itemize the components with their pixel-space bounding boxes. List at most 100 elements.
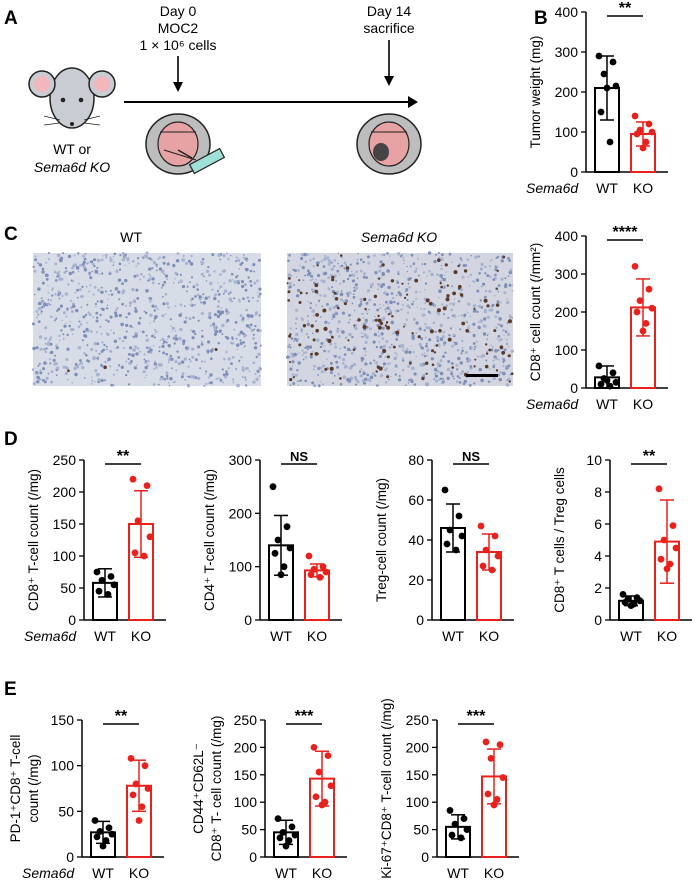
nucleus-dot: [171, 330, 173, 332]
nucleus-dot: [44, 326, 48, 330]
nucleus-dot: [465, 264, 468, 267]
nucleus-dot: [497, 335, 501, 338]
nucleus-dot: [396, 353, 398, 356]
nucleus-dot: [166, 278, 169, 281]
y-tick-label: 100: [229, 559, 253, 575]
data-point: [595, 52, 603, 60]
nucleus-dot: [478, 272, 481, 275]
y-axis-label: CD44⁺CD62L⁻: [191, 743, 206, 834]
data-point: [132, 780, 140, 788]
nucleus-dot: [424, 282, 428, 285]
nucleus-dot: [190, 299, 193, 302]
nucleus-dot: [456, 380, 459, 384]
nucleus-dot: [93, 285, 97, 289]
nucleus-dot: [58, 274, 61, 278]
nucleus-dot: [398, 375, 401, 377]
nucleus-dot: [253, 328, 256, 331]
x-category-label: WT: [94, 628, 116, 644]
cd8-stain-dot: [293, 376, 295, 379]
nucleus-dot: [105, 256, 108, 259]
nucleus-dot: [479, 319, 484, 323]
nucleus-dot: [164, 274, 169, 278]
nucleus-dot: [90, 382, 93, 385]
nucleus-dot: [290, 337, 294, 340]
nucleus-dot: [295, 332, 299, 337]
nucleus-dot: [415, 355, 418, 358]
nucleus-dot: [441, 303, 444, 306]
nucleus-dot: [226, 252, 228, 255]
nucleus-dot: [91, 376, 93, 378]
nucleus-dot: [290, 274, 293, 277]
nucleus-dot: [409, 277, 412, 280]
ihc-image-wt: [33, 253, 261, 386]
cd8-stain-dot: [382, 349, 387, 353]
nucleus-dot: [174, 271, 178, 275]
nucleus-dot: [190, 375, 194, 379]
nucleus-dot: [77, 325, 81, 329]
nucleus-dot: [361, 312, 364, 315]
nucleus-dot: [205, 269, 210, 273]
nucleus-dot: [498, 339, 501, 342]
nucleus-dot: [174, 360, 178, 364]
nucleus-dot: [507, 345, 509, 348]
panel-c-images: C WT Sema6d KO: [4, 224, 514, 388]
nucleus-dot: [95, 319, 99, 323]
nucleus-dot: [307, 273, 310, 277]
nucleus-dot: [205, 370, 208, 373]
nucleus-dot: [32, 265, 35, 268]
nucleus-dot: [510, 349, 514, 353]
nucleus-dot: [304, 274, 307, 277]
nucleus-dot: [412, 300, 415, 303]
x-category-label: KO: [312, 865, 332, 881]
cd8-stain-dot: [337, 306, 340, 310]
nucleus-dot: [339, 347, 342, 350]
nucleus-dot: [331, 318, 334, 321]
nucleus-dot: [70, 328, 74, 332]
nucleus-dot: [146, 364, 149, 367]
nucleus-dot: [367, 377, 370, 380]
nucleus-dot: [49, 299, 53, 302]
data-point: [496, 741, 504, 749]
nucleus-dot: [442, 330, 446, 334]
nucleus-dot: [166, 338, 169, 341]
nucleus-dot: [131, 353, 135, 358]
nucleus-dot: [118, 262, 122, 266]
nucleus-dot: [490, 344, 492, 347]
nucleus-dot: [442, 377, 444, 380]
nucleus-dot: [392, 296, 395, 300]
nucleus-dot: [359, 258, 363, 261]
nucleus-dot: [132, 260, 135, 263]
nucleus-dot: [127, 312, 131, 316]
nucleus-dot: [160, 286, 164, 289]
nucleus-dot: [437, 313, 441, 316]
nucleus-dot: [334, 311, 337, 314]
nucleus-dot: [399, 295, 402, 297]
nucleus-dot: [296, 294, 300, 298]
oral-cavity-injection-icon: [145, 113, 226, 175]
nucleus-dot: [208, 311, 212, 316]
nucleus-dot: [322, 279, 326, 284]
nucleus-dot: [229, 291, 232, 294]
nucleus-dot: [41, 267, 45, 271]
cd8-stain-dot: [403, 325, 405, 328]
nucleus-dot: [439, 359, 443, 363]
nucleus-dot: [154, 315, 158, 319]
nucleus-dot: [458, 381, 462, 384]
nucleus-dot: [222, 373, 226, 377]
nucleus-dot: [453, 341, 455, 344]
nucleus-dot: [104, 379, 106, 382]
nucleus-dot: [209, 381, 213, 385]
nucleus-dot: [359, 269, 363, 273]
nucleus-dot: [90, 330, 93, 333]
cd8-stain-dot: [406, 293, 409, 296]
data-point: [324, 752, 332, 760]
cd8-stain-dot: [451, 366, 455, 369]
nucleus-dot: [147, 257, 150, 260]
nucleus-dot: [93, 342, 97, 346]
group-title: Sema6d: [526, 396, 579, 412]
data-point: [274, 536, 282, 544]
nucleus-dot: [332, 295, 335, 298]
nucleus-dot: [241, 317, 245, 320]
nucleus-dot: [162, 296, 164, 298]
